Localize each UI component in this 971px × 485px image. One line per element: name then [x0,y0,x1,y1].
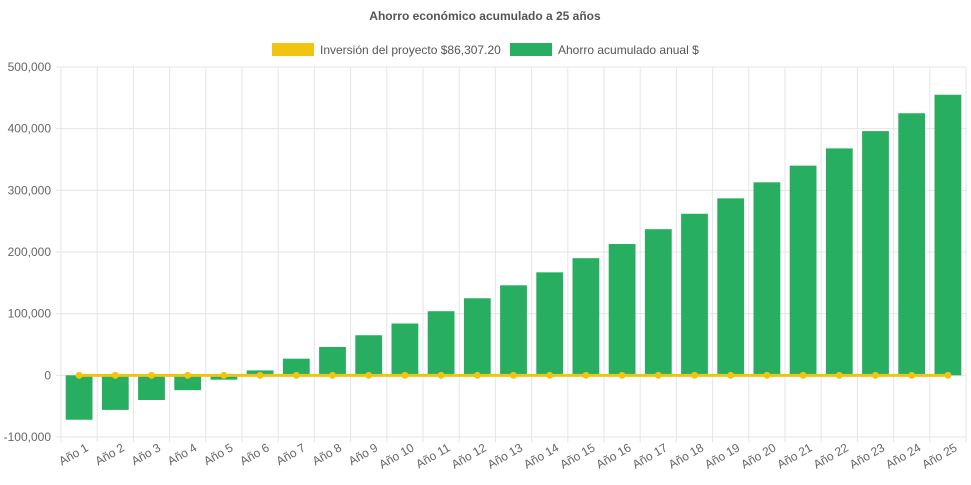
bar [681,213,708,376]
legend-swatch-savings[interactable] [510,43,552,56]
x-tick-label: Año 7 [274,440,308,468]
y-tick-label: 200,000 [8,245,52,259]
x-tick-label: Año 5 [201,440,235,468]
bar [138,375,165,400]
bar [608,243,636,376]
bar [753,182,781,376]
x-tick-label: Año 21 [775,440,815,471]
x-tick-label: Año 9 [346,440,380,468]
investment-point [835,371,843,379]
x-tick-label: Año 1 [56,440,90,468]
investment-point [944,371,952,379]
bar [355,335,383,376]
x-tick-label: Año 2 [93,440,127,468]
legend: Inversión del proyecto $86,307.20 Ahorro… [272,43,699,57]
investment-point [473,371,481,379]
bar [898,113,926,376]
x-tick-label: Año 16 [594,440,634,471]
legend-label-savings[interactable]: Ahorro acumulado anual $ [558,43,699,57]
x-tick-label: Año 8 [310,440,344,468]
investment-point [401,371,409,379]
bar [644,229,672,376]
x-tick-label: Año 4 [165,440,199,468]
y-tick-label: 0 [44,368,51,382]
investment-point [510,371,517,379]
x-tick-label: Año 24 [883,440,923,471]
legend-swatch-investment[interactable] [272,43,314,56]
y-axis-ticks: 500,000 400,000 300,000 200,000 100,000 0 -100… [4,60,52,444]
y-tick-label: 400,000 [8,122,52,136]
investment-point [908,371,916,379]
bar [282,358,310,376]
x-tick-label: Año 11 [413,440,452,471]
investment-point [546,371,554,379]
investment-point [872,371,879,379]
investment-point [75,371,83,379]
investment-point [329,371,336,379]
investment-point [763,371,771,379]
bar [572,258,600,376]
x-tick-label: Año 13 [485,440,525,471]
investment-point [292,371,300,379]
investment-point [365,371,373,379]
x-tick-label: Año 15 [557,440,597,471]
investment-point [111,371,119,379]
investment-point [654,371,662,379]
chart-title: Ahorro económico acumulado a 25 años [369,9,601,23]
investment-point [148,371,155,379]
investment-point [184,371,192,379]
x-tick-label: Año 22 [811,440,851,471]
investment-point [691,371,698,379]
x-axis-ticks: Año 1 Año 2 Año 3 Año 4 Año 5 Año 6 Año 7 Año 8… [56,440,959,471]
bar [101,375,129,410]
x-tick-label: Año 12 [449,440,489,471]
bar [717,198,745,376]
y-tick-label: -100,000 [4,430,52,444]
investment-point [799,371,807,379]
investment-point [256,371,264,379]
bars [65,94,962,420]
y-tick-label: 100,000 [8,307,52,321]
x-tick-label: Año 19 [702,440,742,471]
bar [825,148,853,376]
bar [500,285,527,376]
investment-point [582,371,590,379]
bar [536,272,564,376]
x-tick-label: Año 25 [919,440,959,471]
y-tick-label: 500,000 [8,60,52,74]
x-tick-label: Año 23 [847,440,887,471]
bar [862,131,889,376]
investment-point [618,371,626,379]
bar [789,165,817,376]
bar [463,298,491,376]
bar [65,375,93,420]
investment-point [220,371,228,379]
x-tick-label: Año 18 [666,440,706,471]
x-tick-label: Año 14 [521,440,561,471]
bar [174,375,202,391]
investment-point [727,371,735,379]
x-tick-label: Año 20 [738,440,778,471]
bar [934,94,962,376]
bar [427,311,455,376]
x-tick-label: Año 10 [376,440,416,471]
investment-line [75,371,952,379]
bar [319,346,346,376]
x-tick-label: Año 6 [237,440,271,468]
x-tick-label: Año 17 [630,440,670,471]
x-tick-label: Año 3 [129,440,163,468]
legend-label-investment[interactable]: Inversión del proyecto $86,307.20 [320,43,501,57]
bar [391,323,419,376]
y-tick-label: 300,000 [8,183,52,197]
investment-point [437,371,445,379]
